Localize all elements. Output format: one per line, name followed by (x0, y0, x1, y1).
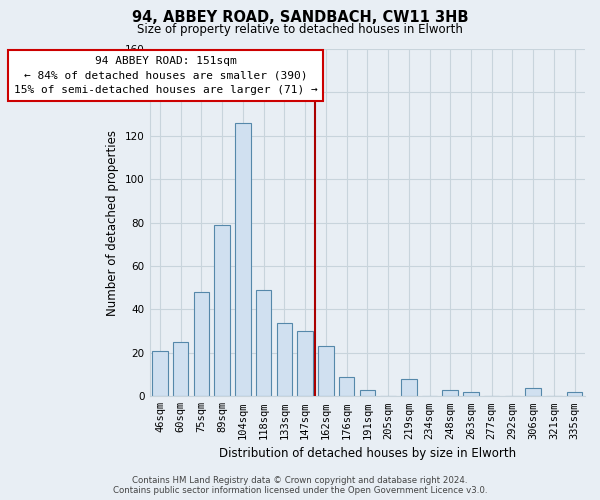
Bar (339, 377, 355, 396)
Bar (173, 342, 188, 396)
Text: 94 ABBEY ROAD: 151sqm
← 84% of detached houses are smaller (390)
15% of semi-det: 94 ABBEY ROAD: 151sqm ← 84% of detached … (14, 56, 317, 95)
Bar (214, 225, 230, 396)
Bar (194, 292, 209, 397)
Text: Contains HM Land Registry data © Crown copyright and database right 2024.
Contai: Contains HM Land Registry data © Crown c… (113, 476, 487, 495)
Y-axis label: Number of detached properties: Number of detached properties (106, 130, 119, 316)
Bar (235, 123, 251, 396)
X-axis label: Distribution of detached houses by size in Elworth: Distribution of detached houses by size … (219, 447, 516, 460)
Bar (277, 322, 292, 396)
Bar (359, 390, 375, 396)
Bar (298, 331, 313, 396)
Bar (442, 390, 458, 396)
Bar (463, 392, 479, 396)
Text: 94, ABBEY ROAD, SANDBACH, CW11 3HB: 94, ABBEY ROAD, SANDBACH, CW11 3HB (132, 10, 468, 25)
Bar (526, 388, 541, 396)
Bar (318, 346, 334, 397)
Bar (401, 379, 416, 396)
Text: Size of property relative to detached houses in Elworth: Size of property relative to detached ho… (137, 22, 463, 36)
Bar (567, 392, 583, 396)
Bar (152, 350, 168, 397)
Bar (256, 290, 271, 397)
